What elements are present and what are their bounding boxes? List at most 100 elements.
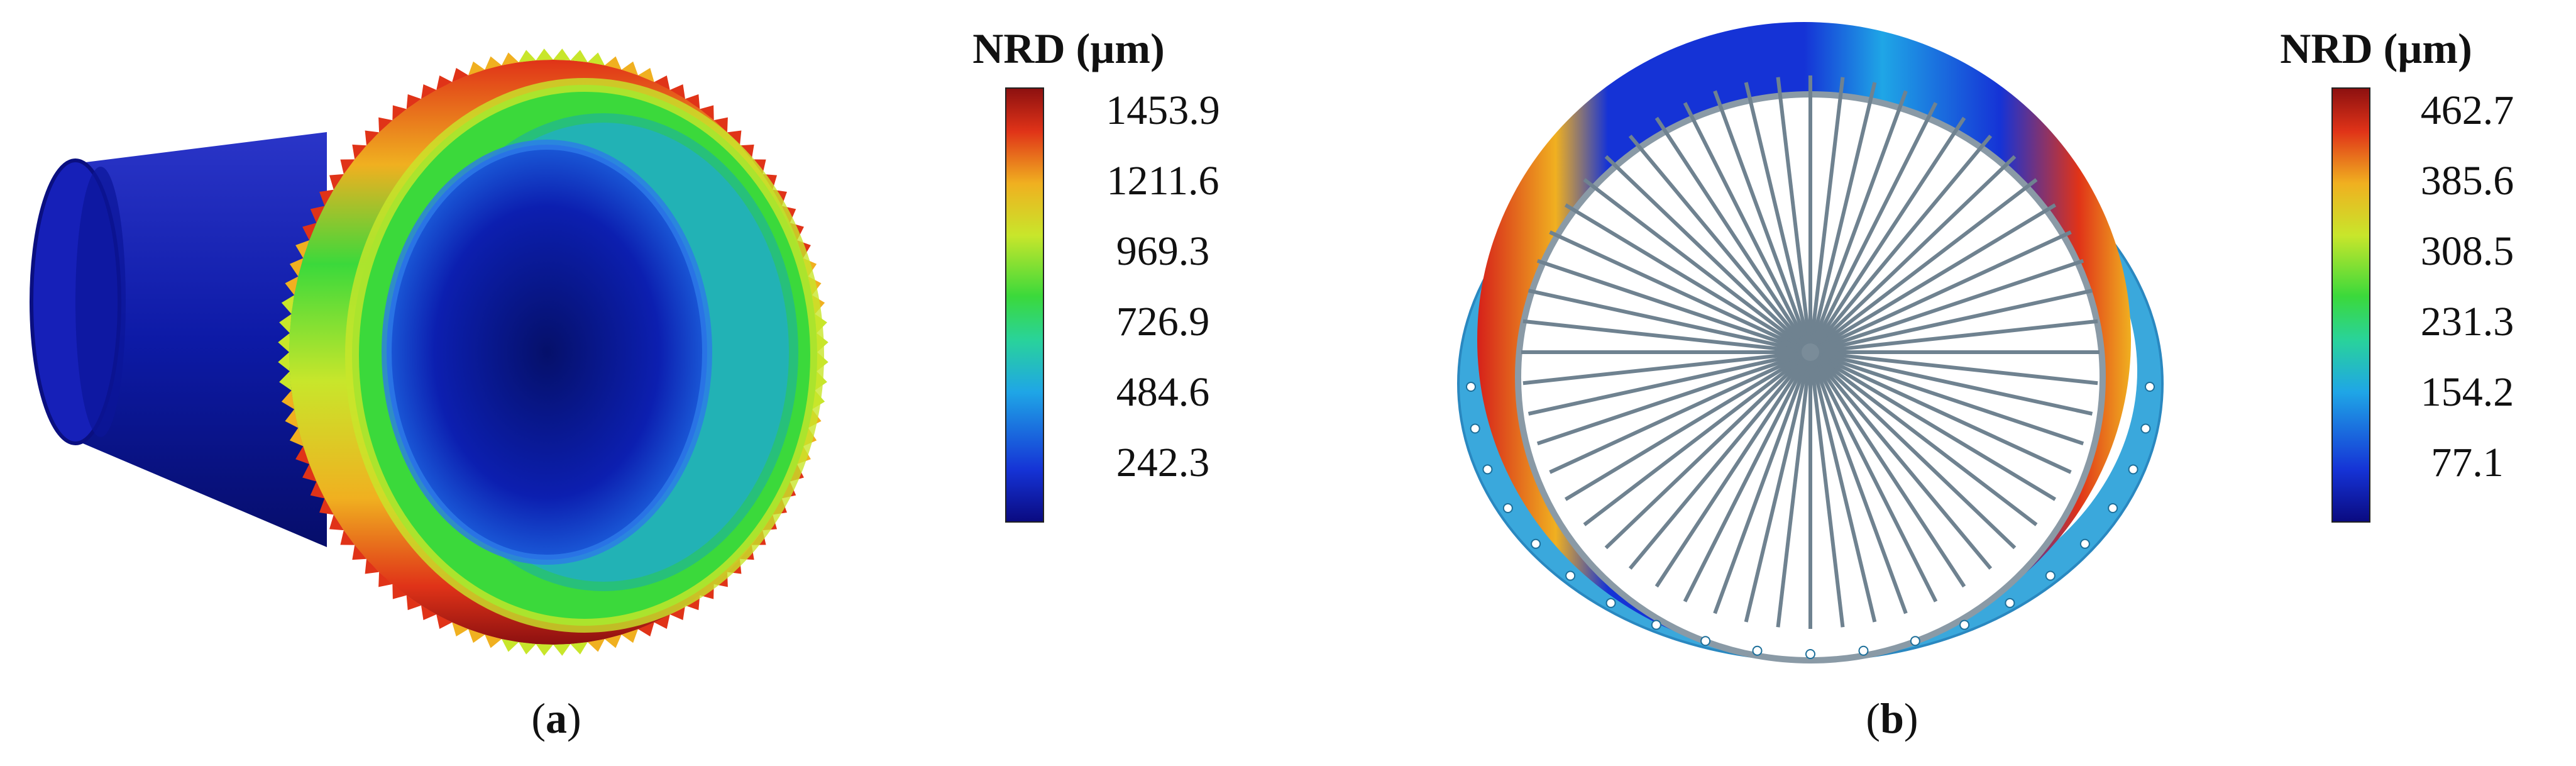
colorbar-b-bar — [2331, 87, 2370, 523]
colorbar-tick-label: 1211.6 — [1106, 158, 1219, 204]
gear-tooth — [279, 314, 292, 333]
caption-b: (b) — [1866, 694, 1918, 742]
gear-tooth — [669, 605, 685, 620]
colorbar-b: NRD (µm) 462.7 385.6 308.5 231.3 154.2 77.1 — [2280, 25, 2514, 523]
gear-tooth — [319, 189, 334, 206]
bolt-hole — [1565, 570, 1576, 581]
bolt-hole — [2145, 382, 2155, 392]
spoke — [1522, 319, 1811, 354]
gear-tooth — [392, 105, 407, 121]
gear-tooth — [406, 94, 421, 109]
spoke — [1810, 350, 2098, 386]
bolt-hole — [1752, 645, 1763, 656]
bolt-hole — [1858, 645, 1869, 656]
spoke — [1810, 350, 2084, 446]
spoke — [1583, 350, 1812, 526]
colorbar-a-title: NRD (µm) — [972, 25, 1164, 72]
gear-tooth — [421, 84, 437, 99]
gear-tooth — [310, 206, 325, 223]
colorbar-tick-label: 77.1 — [2431, 440, 2504, 486]
bolt-hole — [1700, 636, 1711, 647]
gear-tooth — [289, 258, 304, 277]
gear-tooth — [485, 56, 502, 70]
spoke — [1809, 203, 2057, 354]
gear-tooth — [468, 629, 485, 643]
gear-tooth — [452, 622, 468, 637]
bolt-hole — [2045, 570, 2056, 581]
caption-a: (a) — [531, 694, 581, 742]
gear-tooth — [352, 144, 367, 160]
spoke — [1604, 155, 1812, 354]
spoke — [1810, 350, 2093, 416]
gear-tooth — [281, 390, 295, 409]
bolt-hole — [1502, 502, 1513, 513]
gear-tooth — [285, 409, 299, 428]
bolt-hole — [2108, 502, 2118, 513]
gear-tooth — [392, 584, 407, 599]
colorbar-tick-label: 308.5 — [2421, 228, 2514, 274]
colorbar-tick-label: 462.7 — [2421, 87, 2514, 133]
gear-tooth — [421, 605, 437, 620]
spoke — [1583, 178, 1812, 354]
spoke — [1808, 351, 1908, 614]
gear-tooth — [278, 333, 290, 352]
gear-tooth — [295, 446, 309, 464]
colorbar-tick-label: 385.6 — [2421, 158, 2514, 204]
colorbar-tick-label: 969.3 — [1116, 228, 1210, 274]
bolt-hole — [2128, 464, 2138, 475]
spoke — [1808, 352, 1845, 628]
shaft-body — [75, 132, 327, 547]
gear-tooth — [587, 639, 605, 652]
colorbar-tick-label: 726.9 — [1116, 299, 1210, 345]
gear-tooth — [536, 644, 553, 656]
spoke — [1549, 230, 1812, 354]
spoke — [1809, 230, 2072, 354]
colorbar-a-ticks: 1453.9 1211.6 969.3 726.9 484.6 242.3 — [1106, 87, 1220, 486]
spoke — [1549, 350, 1812, 474]
gear-tooth — [713, 117, 728, 133]
bolt-hole — [1466, 382, 1476, 392]
gear-tooth — [519, 50, 536, 62]
gear-tooth — [406, 595, 421, 611]
spoke — [1604, 350, 1812, 550]
spoke — [1808, 351, 1938, 602]
gear-tooth — [279, 371, 292, 391]
spoke — [1808, 351, 1993, 570]
bolt-hole — [2140, 423, 2151, 434]
gear-tooth — [485, 635, 502, 648]
bolt-hole — [1959, 619, 1970, 630]
spoke — [1810, 319, 2098, 354]
gear-tooth — [587, 52, 605, 65]
spoke — [1683, 351, 1812, 602]
gear-tooth — [329, 514, 344, 531]
spoke — [1808, 77, 1845, 353]
gear-tooth — [638, 622, 654, 637]
gear-tooth — [340, 159, 355, 174]
gear-tooth — [638, 67, 654, 82]
gear-tooth — [319, 498, 334, 515]
panel-b-model — [1457, 22, 2164, 663]
gear-tooth — [340, 530, 355, 545]
spoke — [1776, 77, 1812, 353]
spoke — [1776, 352, 1812, 628]
gear-tooth — [329, 174, 344, 190]
gear-tooth — [452, 67, 468, 82]
gear-tooth — [378, 117, 393, 133]
gear-tooth — [604, 635, 622, 648]
gear-tooth — [621, 61, 639, 75]
bolt-hole — [2005, 597, 2015, 608]
gear-tooth — [502, 639, 519, 652]
gear-tooth — [502, 52, 519, 65]
bolt-hole — [1910, 636, 1920, 647]
gear-tooth — [365, 130, 380, 146]
spoke — [1744, 82, 1812, 353]
gear-tooth — [365, 558, 380, 574]
gear-tooth — [436, 75, 453, 90]
colorbar-tick-label: 1453.9 — [1106, 87, 1220, 133]
spoke — [1713, 351, 1812, 614]
spoke — [1527, 350, 1811, 416]
bolt-hole — [1651, 619, 1661, 630]
spoke — [1628, 351, 1812, 570]
spoke — [1808, 155, 2017, 354]
bolt-hole — [1470, 423, 1480, 434]
